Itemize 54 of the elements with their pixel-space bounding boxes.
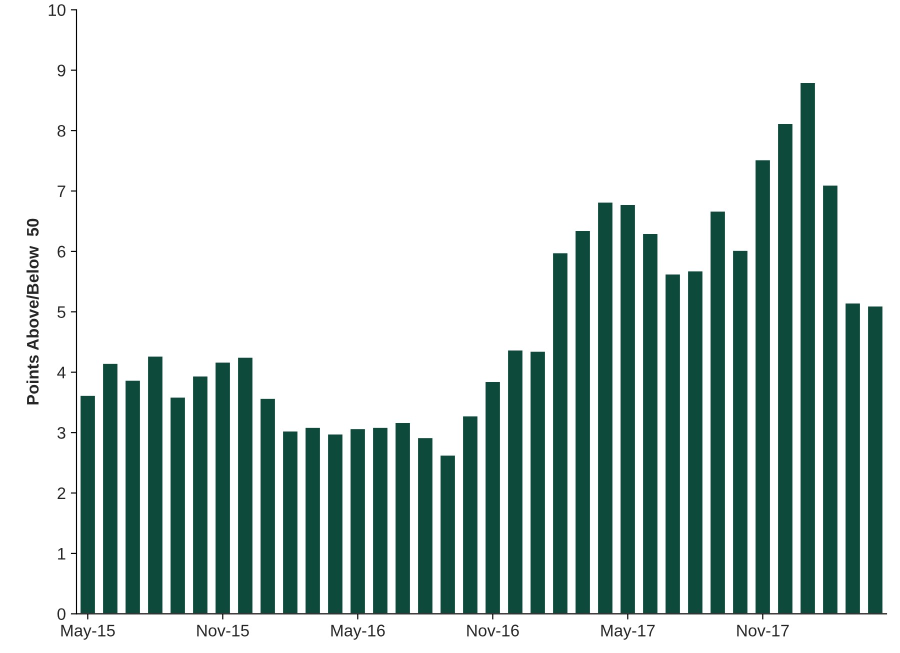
y-tick-label: 8 <box>58 125 66 137</box>
y-tick-label: 6 <box>58 246 66 258</box>
bar <box>484 380 502 614</box>
bar <box>146 355 164 614</box>
y-tick-label: 3 <box>57 427 66 439</box>
y-tick-label: 7 <box>58 186 66 198</box>
bar <box>439 454 456 614</box>
bar <box>304 426 322 614</box>
bar <box>642 232 659 614</box>
y-tick-label: 10 <box>48 4 66 16</box>
bar <box>282 430 299 614</box>
x-tick-label: Nov-17 <box>737 624 789 636</box>
x-tick-label: May-15 <box>61 624 115 640</box>
bar <box>169 396 186 614</box>
bar <box>372 426 389 614</box>
y-axis-title: Points Above/Below 50 <box>26 218 39 404</box>
bar <box>394 422 412 614</box>
bar <box>462 415 479 614</box>
bar <box>574 230 592 614</box>
bar <box>709 210 726 614</box>
bar <box>236 356 254 614</box>
bar <box>79 394 96 614</box>
bar <box>822 184 839 614</box>
y-tick-label: 9 <box>58 64 66 76</box>
bar <box>664 273 682 614</box>
bar <box>686 270 704 614</box>
bar <box>192 375 209 614</box>
bar <box>732 250 749 614</box>
bar <box>349 428 366 614</box>
bar <box>124 379 142 614</box>
x-tick-label: May-16 <box>331 624 385 640</box>
x-tick-label: May-17 <box>601 624 655 640</box>
bar <box>529 350 546 614</box>
bar <box>326 433 344 614</box>
bar <box>102 362 119 614</box>
bar <box>552 252 569 614</box>
bar <box>619 204 636 614</box>
bar <box>596 201 614 614</box>
x-tick-label: Nov-16 <box>467 624 519 636</box>
bar <box>416 436 434 614</box>
y-tick-label: 4 <box>57 366 66 378</box>
y-tick-label: 5 <box>57 306 66 318</box>
x-tick-label: Nov-15 <box>197 624 249 636</box>
bar <box>259 397 276 614</box>
bar <box>799 82 816 614</box>
bar <box>506 349 524 614</box>
y-tick-label: 2 <box>58 487 66 500</box>
y-tick-label: 0 <box>57 608 66 620</box>
y-tick-label: 1 <box>58 548 66 560</box>
bar <box>214 361 232 614</box>
bar <box>776 122 794 614</box>
bar <box>754 158 772 614</box>
bar <box>844 302 862 614</box>
bar <box>866 305 884 614</box>
